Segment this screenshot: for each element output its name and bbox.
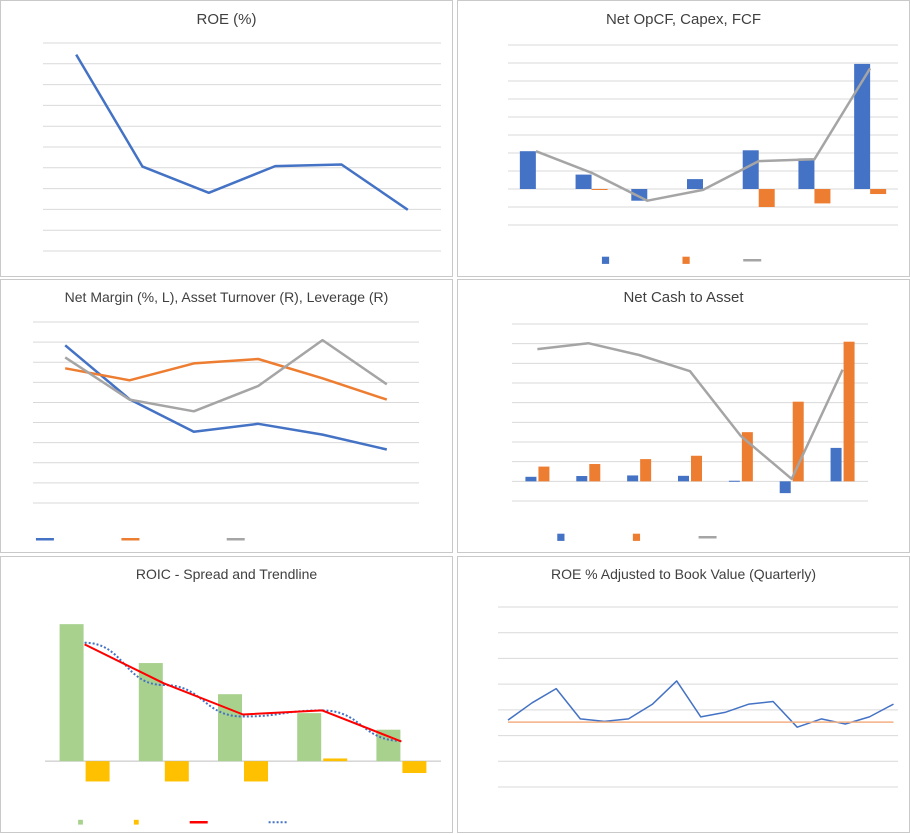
net-cash-bar	[780, 481, 791, 493]
net-op-cf-bar	[576, 175, 592, 189]
equity-multiplier-line	[65, 340, 387, 411]
assets-bar	[844, 342, 855, 482]
wacc-bar	[323, 758, 347, 761]
assets-bar	[589, 464, 600, 481]
roeq-chart-panel: ROE % Adjusted to Book Value (Quarterly)	[457, 556, 910, 833]
wacc-bar	[165, 761, 189, 781]
roic-chart-panel: ROIC - Spread and Trendline	[0, 556, 453, 833]
net-cash-bar	[678, 476, 689, 482]
asset-turnover-line	[65, 359, 387, 400]
margin-chart-svg	[1, 280, 454, 554]
assets-bar	[691, 456, 702, 482]
roic-bar	[376, 730, 400, 761]
capex-bar	[592, 189, 608, 190]
opcf-chart-svg	[458, 1, 910, 278]
roic-chart-svg	[1, 557, 454, 834]
legend-swatch	[602, 257, 609, 264]
legend-swatch	[633, 534, 640, 541]
net-op-cf-bar	[687, 179, 703, 189]
roic-wacc-line	[85, 644, 402, 741]
wacc-bar	[244, 761, 268, 781]
capex-bar	[870, 189, 886, 194]
assets-bar	[640, 459, 651, 481]
legend-swatch	[557, 534, 564, 541]
opcf-chart-panel: Net OpCF, Capex, FCF	[457, 0, 910, 277]
net-op-cf-bar	[798, 158, 814, 189]
roe-line	[76, 55, 408, 210]
roic-bar	[60, 624, 84, 761]
net-cash-bar	[525, 477, 536, 482]
legend-swatch	[682, 257, 689, 264]
roe-quarterly-line	[508, 681, 894, 727]
netcash-chart-svg	[458, 280, 910, 554]
wacc-bar	[86, 761, 110, 781]
net-op-cf-bar	[520, 151, 536, 189]
legend-swatch	[78, 820, 83, 825]
margin-chart-panel: Net Margin (%, L), Asset Turnover (R), L…	[0, 279, 453, 553]
net-cash-bar	[729, 481, 740, 482]
net-cash-bar	[831, 448, 842, 481]
net-cash-bar	[576, 476, 587, 481]
roeq-chart-svg	[458, 557, 910, 834]
roe-chart-panel: ROE (%)	[0, 0, 453, 277]
roic-spread-trendline	[85, 643, 402, 741]
netcash-chart-panel: Net Cash to Asset	[457, 279, 910, 553]
capex-bar	[814, 189, 830, 203]
legend-swatch	[134, 820, 139, 825]
assets-bar	[538, 467, 549, 482]
net-cash-bar	[627, 475, 638, 481]
capex-bar	[759, 189, 775, 207]
roic-bar	[297, 713, 321, 761]
net-op-cf-bar	[743, 150, 759, 189]
assets-bar	[793, 402, 804, 482]
wacc-bar	[402, 761, 426, 773]
roic-bar	[218, 694, 242, 761]
roe-chart-svg	[1, 1, 454, 278]
